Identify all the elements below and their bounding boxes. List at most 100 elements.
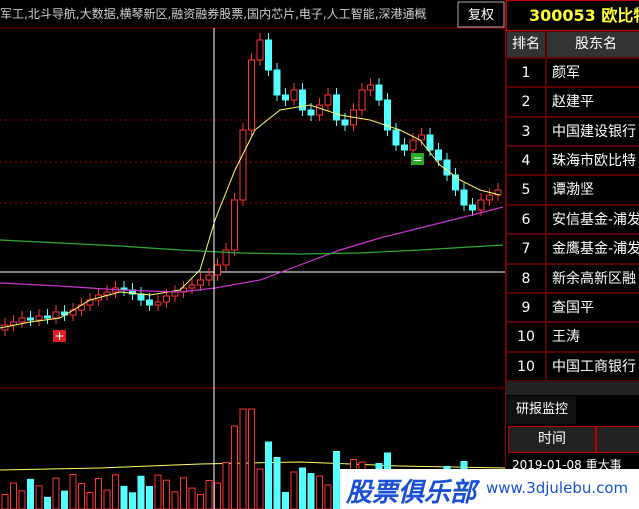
fuquan-label[interactable]: 复权 (468, 7, 494, 23)
holders-table: 排名 股东名 1 颜军 2 赵建平 3 中国建设银行 4 珠海市欧比特 5 谭渤坚 6 安信基金-浦发 7 金… (506, 31, 639, 381)
rank-cell: 10 (506, 351, 546, 381)
volume-bar (290, 471, 298, 509)
candle-body (333, 94, 340, 121)
volume-bar (171, 491, 179, 509)
volume-bar (214, 482, 221, 509)
candle-body (231, 199, 238, 251)
holder-cell: 中国工商银行 (546, 351, 639, 381)
volume-bar (180, 477, 187, 509)
candle-body (222, 249, 230, 266)
volume-bar (103, 489, 111, 509)
table-header: 排名 (506, 31, 546, 58)
candle-body (477, 199, 485, 211)
candle-body (486, 194, 493, 201)
candle-body (78, 304, 85, 311)
sell-marker (411, 153, 424, 165)
candle-body (27, 317, 34, 321)
volume-bar (61, 490, 68, 509)
topbar-bg (0, 0, 505, 27)
volume-bar (239, 408, 247, 509)
candle-body (375, 84, 383, 101)
candle-body (307, 109, 315, 116)
volume-bar (35, 485, 43, 509)
ma-line (0, 104, 501, 329)
volume-bar (86, 492, 94, 509)
candle-body (248, 59, 255, 131)
volume-bar (10, 482, 17, 509)
holder-cell: 金鹰基金-浦发 (546, 234, 639, 264)
candle-body (392, 129, 400, 146)
volume-bar (188, 487, 196, 509)
volume-bar (69, 474, 77, 509)
buy-marker-icon: + (54, 329, 64, 343)
ma-line (0, 239, 504, 255)
holder-cell: 安信基金-浦发 (546, 204, 639, 235)
volume-bar (112, 474, 119, 509)
holder-cell: 珠海市欧比特 (546, 146, 639, 176)
volume-bar (78, 483, 85, 509)
candles (1, 33, 502, 336)
candle-body (44, 315, 51, 319)
candle-body (443, 159, 451, 176)
holder-cell: 新余高新区融 (546, 263, 639, 293)
chart-panel: ← 17.97 + = 军工,北斗导航,大数据,横琴新区,融资融券股票,国内芯片… (0, 0, 505, 509)
rank-cell: 7 (506, 234, 546, 264)
rank-cell: 6 (506, 204, 546, 235)
volume-bar (316, 475, 323, 509)
candle-body (18, 317, 26, 323)
candle-body (205, 274, 213, 281)
watermark-brand: 股票俱乐部 (346, 478, 477, 508)
sell-marker-icon: = (412, 152, 422, 166)
fuquan-button[interactable] (457, 1, 505, 28)
rank-cell: 2 (506, 87, 546, 117)
candle-body (435, 149, 442, 161)
volume-bar (324, 484, 332, 509)
candle-body (265, 39, 272, 71)
candle-body (409, 139, 417, 151)
watermark: 股票俱乐部 www.3djulebu.com (340, 469, 639, 509)
candle-body (290, 89, 298, 101)
candle-body (273, 69, 281, 96)
candle-body (324, 94, 332, 106)
volume-bar (95, 478, 102, 509)
volume-bar (146, 486, 153, 509)
candle-body (316, 104, 323, 116)
candle-body (367, 84, 374, 91)
holder-cell: 谭渤坚 (546, 175, 639, 205)
scrollbar[interactable] (506, 381, 639, 395)
volume-bar (273, 457, 281, 509)
candle-body (469, 204, 476, 211)
volume-bar (282, 492, 289, 509)
research-row: 2019-01-08 重大事 (512, 456, 622, 473)
volume-bar (197, 494, 204, 509)
candle-body (137, 293, 145, 301)
research-tab[interactable]: 研报监控 (506, 396, 576, 424)
volume-bar (205, 480, 213, 509)
volume-bar (265, 441, 272, 509)
candle-body (197, 279, 204, 286)
volume-bar (1, 494, 9, 509)
holder-cell: 查国平 (546, 292, 639, 323)
research-title: 重大事 (585, 458, 622, 472)
volume-bar (248, 408, 255, 509)
rank-cell: 4 (506, 146, 546, 176)
buy-marker (53, 330, 66, 342)
research-header (596, 426, 639, 453)
candle-body (401, 144, 408, 151)
volume-bar (333, 451, 340, 509)
candle-body (35, 315, 43, 321)
candle-body (426, 134, 434, 151)
candle-body (452, 174, 459, 191)
candle-body (256, 39, 264, 61)
research-date: 2019-01-08 (512, 458, 582, 472)
candle-body (460, 189, 468, 206)
candle-body (282, 94, 289, 101)
watermark-url: www.3djulebu.com (486, 479, 629, 497)
volume-bar (163, 479, 170, 509)
rank-cell: 8 (506, 263, 546, 293)
holder-cell: 王涛 (546, 322, 639, 352)
volume-bar (18, 490, 26, 509)
research-header: 时间 (508, 426, 596, 453)
table-header: 股东名 (546, 31, 639, 58)
volume-bar (154, 474, 162, 509)
